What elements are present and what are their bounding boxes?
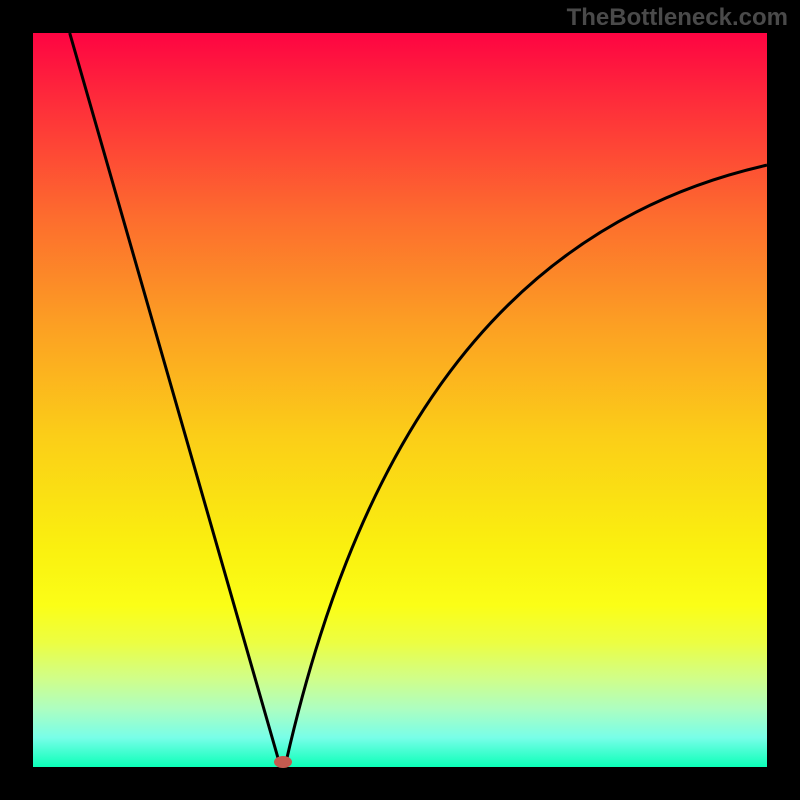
optimal-point-marker: [274, 756, 292, 768]
watermark-url: TheBottleneck.com: [567, 4, 788, 32]
curve-left-branch: [70, 33, 279, 761]
curve-right-branch: [286, 165, 767, 761]
bottleneck-curve: [33, 33, 767, 767]
chart-plot-area: [33, 33, 767, 767]
